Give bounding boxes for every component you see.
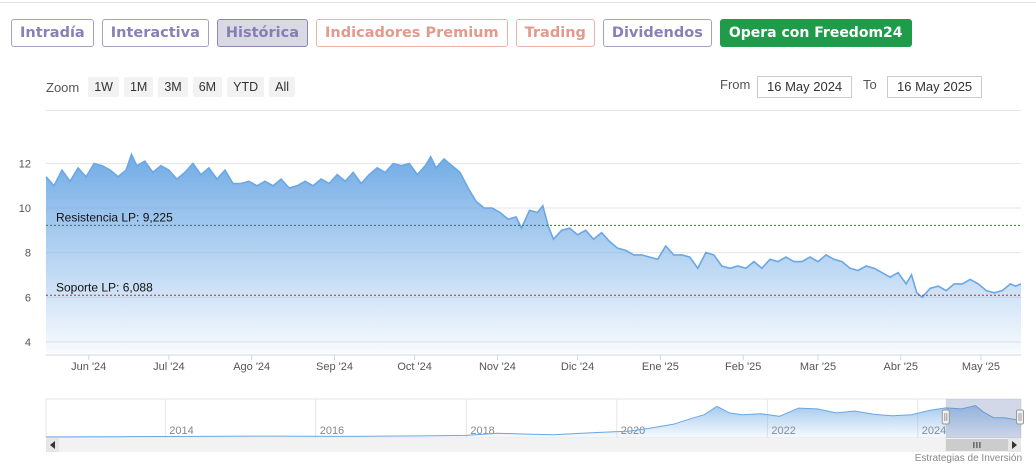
from-date-input[interactable]: 16 May 2024: [757, 76, 852, 98]
level-label: Resistencia LP: 9,225: [56, 210, 173, 224]
x-tick-label: Jun '24: [71, 361, 106, 373]
zoom-label: Zoom: [46, 79, 80, 95]
x-tick-label: Nov '24: [479, 361, 516, 373]
x-tick-label: May '25: [962, 361, 1000, 373]
scroll-right-arrow-icon: [1012, 441, 1017, 449]
y-tick-label: 4: [25, 337, 31, 349]
tab-indicadores-premium[interactable]: Indicadores Premium: [316, 19, 508, 47]
top-divider: [0, 2, 1036, 3]
x-tick-label: Feb '25: [725, 361, 761, 373]
to-label: To: [863, 77, 877, 92]
from-label: From: [720, 77, 751, 92]
zoom-ytd-button[interactable]: YTD: [227, 77, 265, 97]
navigator-handle[interactable]: [1016, 409, 1024, 425]
x-tick-label: Dic '24: [561, 361, 594, 373]
opera-freedom24-button[interactable]: Opera con Freedom24: [719, 19, 912, 47]
x-tick-label: Sep '24: [316, 361, 353, 373]
navigator-tick-label: 2014: [169, 425, 193, 437]
navigator-selection[interactable]: [945, 399, 1021, 438]
x-tick-label: Oct '24: [397, 361, 432, 373]
y-tick-label: 6: [25, 292, 31, 304]
tab-interactiva[interactable]: Interactiva: [101, 19, 209, 47]
navigator[interactable]: 201420162018202020222024: [45, 398, 1024, 439]
zoom-3m-button[interactable]: 3M: [158, 77, 188, 97]
navigator-line: [45, 404, 1022, 438]
x-tick-label: Jul '24: [153, 361, 184, 373]
y-tick-label: 10: [19, 203, 31, 215]
tab-intradia[interactable]: Intradía: [11, 19, 94, 47]
scrollbar[interactable]: [46, 438, 1021, 452]
x-tick-label: Mar '25: [800, 361, 836, 373]
y-tick-label: 8: [25, 248, 31, 260]
navigator-tick-label: 2016: [320, 425, 344, 437]
zoom-6m-button[interactable]: 6M: [192, 77, 223, 97]
x-tick-label: Ago '24: [233, 361, 270, 373]
zoom-controls: Zoom 1W 1M 3M 6M YTD All: [46, 77, 296, 97]
zoom-all-button[interactable]: All: [269, 77, 296, 97]
tab-historica[interactable]: Histórica: [216, 19, 309, 47]
y-tick-label: 12: [19, 158, 31, 170]
zoom-1m-button[interactable]: 1M: [123, 77, 154, 97]
credit-text: Estrategias de Inversión: [914, 453, 1022, 464]
navigator-area: [46, 405, 1021, 438]
price-line: [45, 152, 1022, 299]
level-lines: Resistencia LP: 9,225 Soporte LP: 6,088: [46, 210, 1021, 296]
price-area: [46, 154, 1021, 353]
x-axis: Jun '24 Jul '24 Ago '24 Sep '24 Oct '24 Nov '…: [46, 354, 1021, 373]
y-axis: 4 6 8 10 12: [19, 158, 31, 348]
header-divider: [46, 110, 1021, 111]
to-date-input[interactable]: 16 May 2025: [887, 76, 982, 98]
tab-trading[interactable]: Trading: [515, 19, 595, 47]
x-tick-label: Abr '25: [884, 361, 919, 373]
tab-dividendos[interactable]: Dividendos: [602, 19, 712, 47]
x-tick-label: Ene '25: [642, 361, 679, 373]
scroll-left-arrow-icon: [50, 441, 55, 449]
scrollbar-track[interactable]: [46, 438, 1021, 452]
tab-bar: Intradía Interactiva Histórica Indicador…: [11, 19, 912, 47]
navigator-handle[interactable]: [941, 409, 950, 425]
zoom-1w-button[interactable]: 1W: [88, 77, 119, 97]
level-label: Soporte LP: 6,088: [56, 280, 153, 294]
